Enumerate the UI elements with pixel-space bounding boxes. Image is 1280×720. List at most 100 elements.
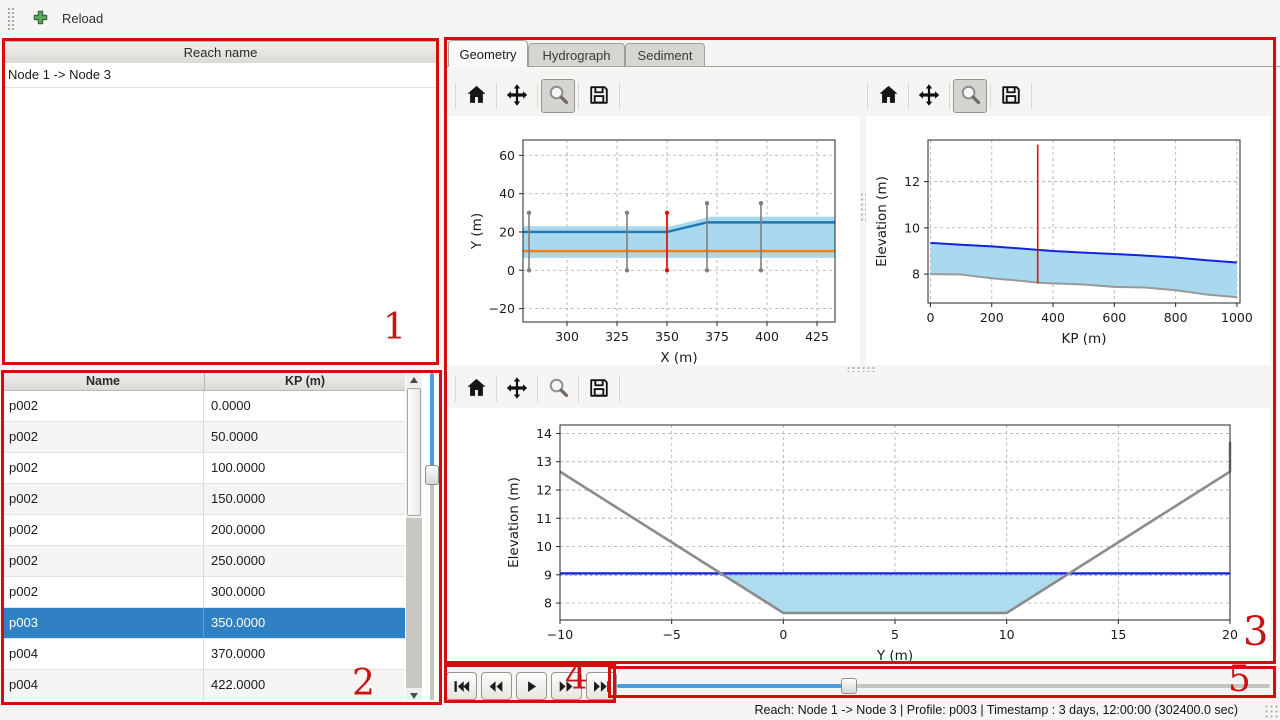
column-header-kp[interactable]: KP (m) (205, 371, 405, 391)
table-row[interactable]: p003 350.0000 (2, 608, 405, 639)
time-slider-handle[interactable] (840, 678, 857, 694)
time-slider-empty-track[interactable] (848, 684, 1270, 688)
plot-pan-button[interactable] (500, 79, 534, 113)
svg-text:9: 9 (544, 567, 552, 582)
cross-section-plot[interactable]: −10 −5 0 5 10 15 20 8 9 10 11 12 13 14 Y (m) Elevation … (446, 408, 1270, 662)
save-icon (588, 377, 610, 402)
table-row[interactable]: p002 0.0000 (2, 391, 405, 422)
reach-list-item[interactable]: Node 1 -> Node 3 (2, 63, 439, 88)
plot-zoom-button[interactable] (541, 372, 575, 406)
kp-slider-handle[interactable] (425, 464, 439, 485)
cell-name: p002 (2, 453, 204, 483)
table-row[interactable]: p002 250.0000 (2, 546, 405, 577)
time-slider-filled-track[interactable] (617, 684, 849, 688)
long-profile-plot[interactable]: 0 200 400 600 800 1000 8 10 12 KP (m) Elevation (m… (866, 116, 1270, 365)
table-row[interactable]: p002 300.0000 (2, 577, 405, 608)
plan-view-plot[interactable]: 300 325 350 375 400 425 −20 0 20 40 60 X (m) Y (m) (446, 116, 860, 365)
plot-home-button[interactable] (459, 79, 493, 113)
resize-grip[interactable] (1264, 704, 1278, 718)
plot-zoom-button[interactable] (953, 79, 987, 113)
save-icon (1000, 84, 1022, 109)
tab-hydrograph[interactable]: Hydrograph (528, 43, 625, 66)
reload-label: Reload (62, 11, 104, 26)
cell-name: p002 (2, 391, 204, 421)
plot-zoom-button[interactable] (541, 79, 575, 113)
plot-home-button[interactable] (459, 372, 493, 406)
step-rewind-button[interactable] (481, 672, 512, 700)
svg-text:Y (m): Y (m) (469, 213, 485, 250)
cell-kp: 370.0000 (211, 646, 266, 661)
plot-save-button[interactable] (582, 372, 616, 406)
skip-start-icon (454, 680, 470, 692)
horizontal-splitter-handle[interactable] (846, 366, 876, 372)
scrollbar-down-button[interactable] (406, 688, 422, 703)
svg-text:12: 12 (904, 174, 920, 189)
svg-text:20: 20 (499, 224, 515, 239)
vertical-splitter-handle[interactable] (860, 192, 866, 222)
play-button[interactable] (516, 672, 547, 700)
cell-kp: 350.0000 (211, 615, 266, 630)
kp-slider[interactable] (423, 371, 441, 704)
toolbar-separator (867, 83, 868, 109)
toolbar-separator (949, 83, 950, 109)
cell-kp: 50.0000 (211, 429, 258, 444)
toolbar-separator (537, 83, 538, 109)
toolbar-separator (619, 376, 620, 402)
svg-text:20: 20 (1222, 627, 1238, 642)
table-row[interactable]: p002 200.0000 (2, 515, 405, 546)
cell-name: p002 (2, 577, 204, 607)
svg-text:10: 10 (536, 539, 552, 554)
profile-plot-toolbar (864, 78, 1035, 114)
svg-text:Elevation (m): Elevation (m) (874, 176, 890, 267)
skip-end-icon (594, 680, 610, 692)
toolbar-separator (619, 83, 620, 109)
add-icon (32, 9, 49, 29)
svg-text:15: 15 (1110, 627, 1126, 642)
kp-slider-empty-track[interactable] (430, 474, 434, 702)
cell-kp: 200.0000 (211, 522, 266, 537)
table-scrollbar[interactable] (406, 372, 422, 703)
table-row[interactable]: p004 370.0000 (2, 639, 405, 670)
svg-text:0: 0 (779, 627, 787, 642)
toolbar-separator (537, 376, 538, 402)
plot-pan-button[interactable] (500, 372, 534, 406)
table-row[interactable]: p002 100.0000 (2, 453, 405, 484)
cell-name: p002 (2, 484, 204, 514)
cell-kp: 0.0000 (211, 398, 251, 413)
toolbar-drag-handle[interactable] (7, 7, 15, 31)
svg-text:0: 0 (926, 310, 934, 325)
cell-name: p003 (2, 608, 204, 638)
svg-text:300: 300 (555, 329, 579, 344)
plot-pan-button[interactable] (912, 79, 946, 113)
cell-kp: 150.0000 (211, 491, 266, 506)
svg-text:Y (m): Y (m) (876, 648, 913, 662)
tab-bar: Geometry Hydrograph Sediment (444, 40, 1280, 67)
time-slider[interactable] (617, 671, 1270, 701)
table-row[interactable]: p002 150.0000 (2, 484, 405, 515)
kp-slider-filled-track[interactable] (430, 373, 434, 475)
scrollbar-up-button[interactable] (406, 372, 422, 387)
svg-text:400: 400 (1041, 310, 1065, 325)
skip-end-button[interactable] (586, 672, 617, 700)
toolbar-separator (990, 83, 991, 109)
svg-text:Elevation (m): Elevation (m) (506, 477, 522, 568)
plot-home-button[interactable] (871, 79, 905, 113)
skip-start-button[interactable] (446, 672, 477, 700)
plot-save-button[interactable] (582, 79, 616, 113)
svg-text:14: 14 (536, 426, 552, 441)
step-forward-button[interactable] (551, 672, 582, 700)
column-header-name[interactable]: Name (2, 371, 205, 391)
table-row[interactable]: p002 50.0000 (2, 422, 405, 453)
svg-text:0: 0 (507, 263, 515, 278)
cell-name: p002 (2, 422, 204, 452)
toolbar-separator (578, 376, 579, 402)
table-row[interactable]: p004 422.0000 (2, 670, 405, 701)
tab-geometry[interactable]: Geometry (448, 40, 528, 67)
scrollbar-thumb[interactable] (407, 388, 421, 516)
profile-table-header: Name KP (m) (2, 371, 405, 391)
plot-save-button[interactable] (994, 79, 1028, 113)
tab-sediment[interactable]: Sediment (625, 43, 705, 66)
svg-text:KP (m): KP (m) (1062, 331, 1107, 347)
svg-text:−5: −5 (662, 627, 680, 642)
reload-button[interactable]: Reload (24, 4, 111, 33)
